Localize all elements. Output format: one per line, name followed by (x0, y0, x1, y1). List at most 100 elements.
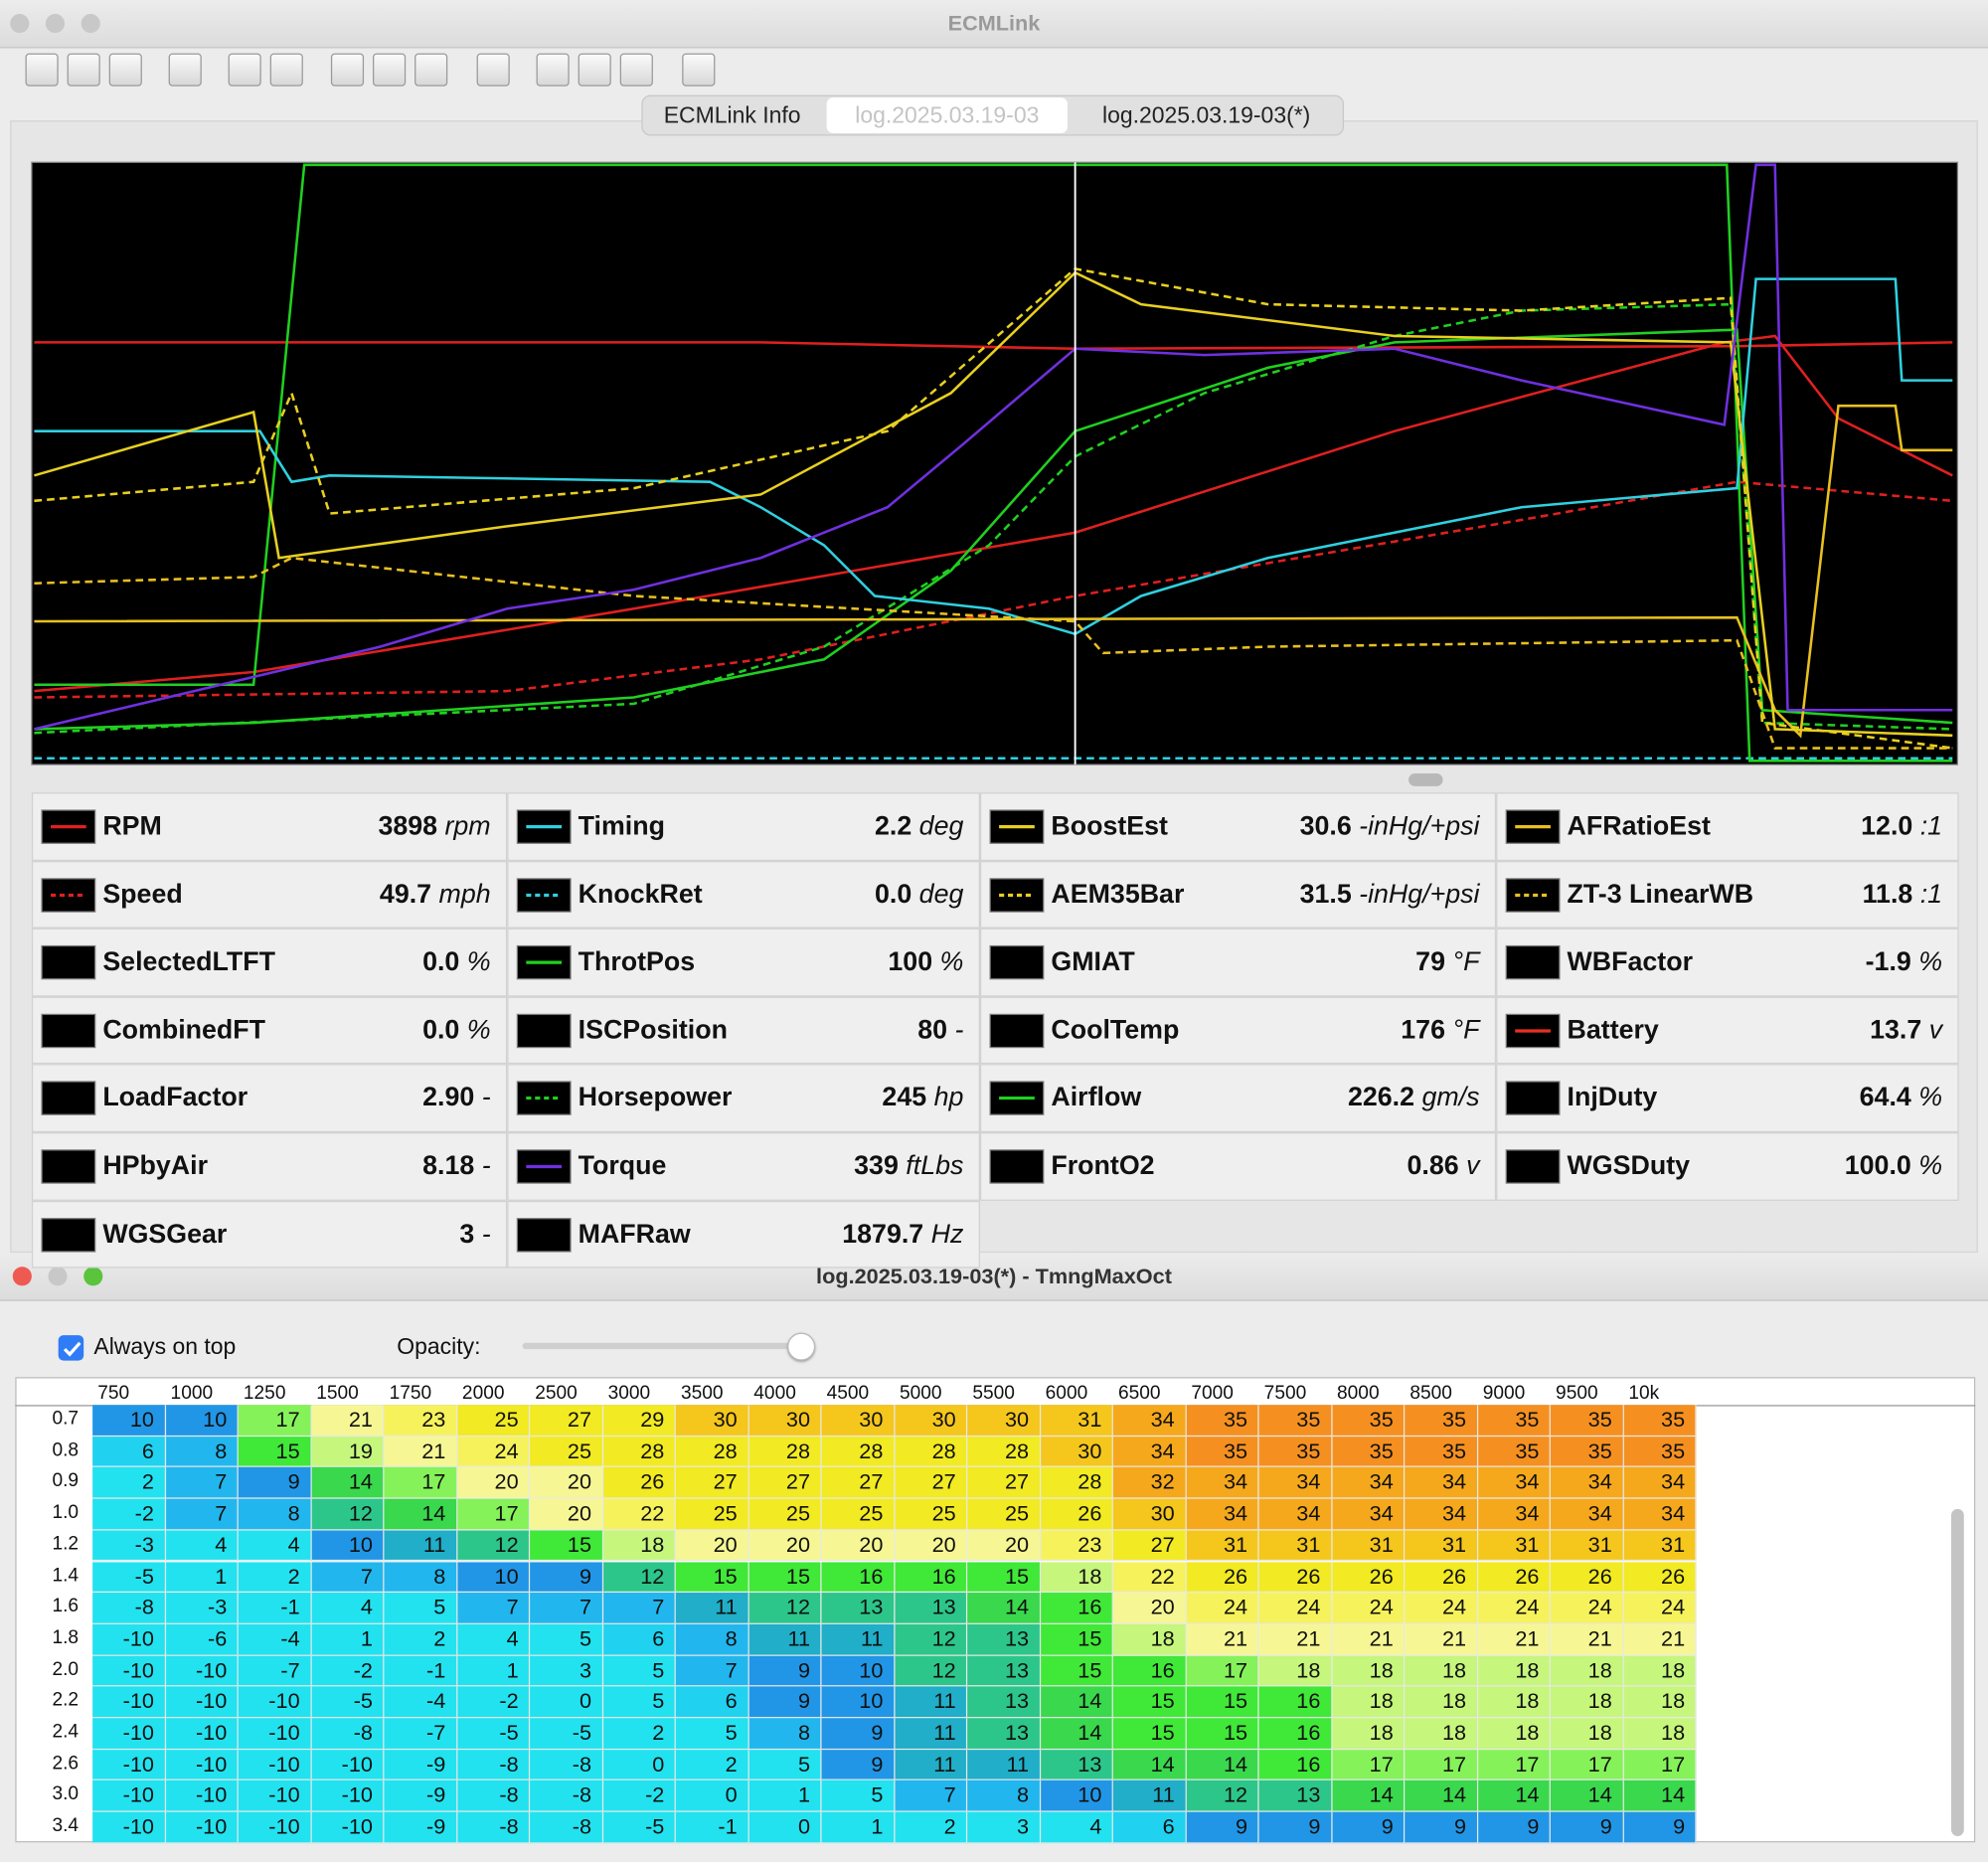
trace-swatch[interactable] (1505, 877, 1561, 913)
table-cell[interactable]: 34 (1405, 1498, 1478, 1531)
table-cell[interactable]: 35 (1258, 1436, 1332, 1468)
table-cell[interactable]: 4 (165, 1530, 239, 1562)
table-cell[interactable]: 11 (967, 1749, 1041, 1781)
table-cell[interactable]: 20 (530, 1467, 603, 1499)
table-cell[interactable]: 11 (894, 1686, 968, 1719)
table-cell[interactable]: 30 (1112, 1498, 1187, 1531)
always-on-top-checkbox[interactable] (58, 1335, 84, 1361)
table-cell[interactable]: 17 (1550, 1749, 1624, 1781)
table-cell[interactable]: 31 (1040, 1405, 1113, 1437)
table-cell[interactable]: 20 (748, 1530, 822, 1562)
table-cell[interactable]: 34 (1186, 1498, 1259, 1531)
table-cell[interactable]: 1 (748, 1780, 822, 1812)
table-cell[interactable]: 12 (894, 1623, 968, 1656)
table-cell[interactable]: 21 (1258, 1623, 1332, 1656)
table-cell[interactable]: 7 (602, 1593, 676, 1624)
table-cell[interactable]: 31 (1331, 1530, 1406, 1562)
table-cell[interactable]: 25 (530, 1436, 603, 1468)
table-cell[interactable]: 26 (1040, 1498, 1113, 1531)
trace-swatch[interactable] (1505, 809, 1561, 845)
table-cell[interactable]: 0 (675, 1780, 749, 1812)
table-cell[interactable]: 17 (238, 1405, 312, 1437)
table-cell[interactable]: -8 (92, 1593, 166, 1624)
table-cell[interactable]: 18 (1477, 1686, 1551, 1719)
table-cell[interactable]: 31 (1550, 1530, 1624, 1562)
table-cell[interactable]: -10 (92, 1811, 166, 1844)
table-cell[interactable]: 11 (821, 1623, 895, 1656)
table-cell[interactable]: 20 (456, 1467, 531, 1499)
table-cell[interactable]: 17 (456, 1498, 531, 1531)
table-cell[interactable]: 9 (748, 1686, 822, 1719)
table-cell[interactable]: -8 (456, 1780, 531, 1812)
table-cell[interactable]: 7 (456, 1593, 531, 1624)
trace-swatch[interactable] (516, 1217, 572, 1253)
table-cell[interactable]: 17 (1623, 1749, 1697, 1781)
table-cell[interactable]: 18 (1258, 1655, 1332, 1687)
table-cell[interactable]: 16 (1112, 1655, 1187, 1687)
table-cell[interactable]: -7 (238, 1655, 312, 1687)
table-cell[interactable]: -10 (92, 1655, 166, 1687)
table-cell[interactable]: -10 (311, 1780, 385, 1812)
table-cell[interactable]: -5 (92, 1561, 166, 1594)
table-cell[interactable]: 20 (894, 1530, 968, 1562)
table-cell[interactable]: 35 (1623, 1436, 1697, 1468)
table-cell[interactable]: 12 (602, 1561, 676, 1594)
table-cell[interactable]: 5 (602, 1655, 676, 1687)
table-cell[interactable]: 28 (602, 1436, 676, 1468)
table-cell[interactable]: -10 (238, 1811, 312, 1844)
table-cell[interactable]: 35 (1186, 1436, 1259, 1468)
table-cell[interactable]: 12 (894, 1655, 968, 1687)
table-cell[interactable]: 21 (1477, 1623, 1551, 1656)
table-cell[interactable]: 6 (1112, 1811, 1187, 1844)
table-cell[interactable]: 23 (384, 1405, 457, 1437)
table-cell[interactable]: 25 (894, 1498, 968, 1531)
table-cell[interactable]: 16 (1258, 1686, 1332, 1719)
table-cell[interactable]: 35 (1331, 1405, 1406, 1437)
table-cell[interactable]: 0 (530, 1686, 603, 1719)
trace-swatch[interactable] (516, 944, 572, 980)
table-cell[interactable]: 25 (967, 1498, 1041, 1531)
table-cell[interactable]: 15 (748, 1561, 822, 1594)
table-cell[interactable]: -3 (165, 1593, 239, 1624)
table-cell[interactable]: 11 (384, 1530, 457, 1562)
trace-swatch[interactable] (516, 877, 572, 913)
table-cell[interactable]: 18 (1623, 1718, 1697, 1750)
table-cell[interactable]: 9 (821, 1718, 895, 1750)
table-cell[interactable]: 26 (1623, 1561, 1697, 1594)
table-cell[interactable]: -10 (92, 1718, 166, 1750)
table-cell[interactable]: 11 (1112, 1780, 1187, 1812)
table-cell[interactable]: 12 (456, 1530, 531, 1562)
table-cell[interactable]: 21 (311, 1405, 385, 1437)
table-cell[interactable]: 13 (821, 1593, 895, 1624)
table-cell[interactable]: 17 (1186, 1655, 1259, 1687)
table-cell[interactable]: 18 (1623, 1655, 1697, 1687)
table-cell[interactable]: -10 (165, 1780, 239, 1812)
table-cell[interactable]: 28 (675, 1436, 749, 1468)
table-cell[interactable]: -10 (92, 1749, 166, 1781)
table-cell[interactable]: 31 (1258, 1530, 1332, 1562)
table-cell[interactable]: 14 (1186, 1749, 1259, 1781)
table-cell[interactable]: 30 (894, 1405, 968, 1437)
table-cell[interactable]: 27 (967, 1467, 1041, 1499)
table-cell[interactable]: 6 (602, 1623, 676, 1656)
trace-swatch[interactable] (1505, 1149, 1561, 1185)
table-cell[interactable]: 12 (311, 1498, 385, 1531)
table-cell[interactable]: 8 (238, 1498, 312, 1531)
table-cell[interactable]: 35 (1550, 1436, 1624, 1468)
table-cell[interactable]: 31 (1477, 1530, 1551, 1562)
table-cell[interactable]: 34 (1112, 1405, 1187, 1437)
table-cell[interactable]: 35 (1258, 1405, 1332, 1437)
table-cell[interactable]: 3 (530, 1655, 603, 1687)
table-cell[interactable]: -10 (238, 1686, 312, 1719)
table-cell[interactable]: 9 (1405, 1811, 1478, 1844)
table-cell[interactable]: 34 (1405, 1467, 1478, 1499)
table-cell[interactable]: -7 (384, 1718, 457, 1750)
table-cell[interactable]: 18 (1331, 1718, 1406, 1750)
table-cell[interactable]: 15 (530, 1530, 603, 1562)
table-cell[interactable]: 22 (602, 1498, 676, 1531)
table-cell[interactable]: 13 (1040, 1749, 1113, 1781)
minimize-button[interactable] (48, 1267, 68, 1286)
table-cell[interactable]: -2 (311, 1655, 385, 1687)
table-cell[interactable]: 26 (1331, 1561, 1406, 1594)
table-cell[interactable]: 3 (967, 1811, 1041, 1844)
